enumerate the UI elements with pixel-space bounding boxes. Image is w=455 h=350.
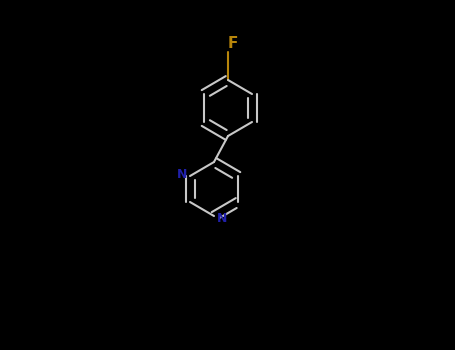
Text: N: N — [217, 211, 227, 224]
Text: F: F — [228, 36, 238, 51]
Text: N: N — [177, 168, 187, 181]
